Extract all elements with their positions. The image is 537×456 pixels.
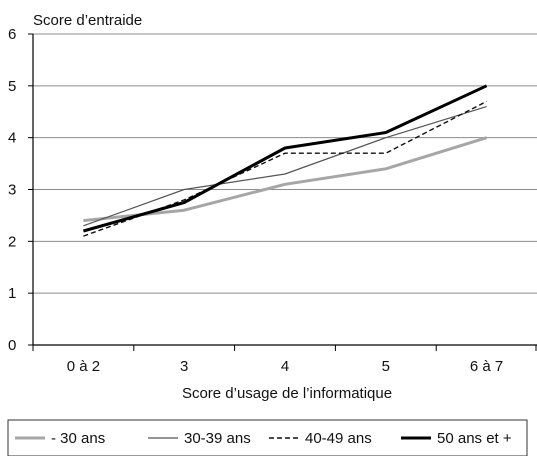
legend-label: 40-49 ans bbox=[305, 430, 372, 447]
x-axis-title: Score d’usage de l’informatique bbox=[182, 385, 392, 402]
y-tick-label: 3 bbox=[8, 182, 16, 199]
axes bbox=[32, 34, 537, 346]
legend: - 30 ans 30-39 ans 40-49 ans 50 ans et + bbox=[15, 430, 512, 447]
y-tick-label: 5 bbox=[8, 78, 16, 95]
series-line bbox=[83, 106, 487, 227]
x-tick-label: 4 bbox=[281, 358, 289, 375]
y-tick-label: 1 bbox=[8, 285, 16, 302]
legend-label: 30-39 ans bbox=[184, 430, 251, 447]
x-tick-label: 5 bbox=[382, 358, 390, 375]
series-line bbox=[83, 136, 488, 223]
x-tick-label: 6 à 7 bbox=[470, 358, 503, 375]
legend-label: 50 ans et + bbox=[437, 430, 512, 447]
gridlines bbox=[33, 33, 537, 294]
y-tick-label: 6 bbox=[8, 26, 16, 43]
y-axis-title: Score d’entraide bbox=[33, 12, 142, 29]
series-line bbox=[83, 100, 487, 237]
series-line bbox=[82, 84, 488, 233]
y-tick-label: 0 bbox=[8, 337, 16, 354]
legend-label: - 30 ans bbox=[51, 430, 105, 447]
x-axis-ticks: 0 à 2 3 4 5 6 à 7 bbox=[32, 345, 537, 375]
legend-box bbox=[7, 419, 528, 456]
x-tick-label: 0 à 2 bbox=[67, 358, 100, 375]
x-tick-label: 3 bbox=[180, 358, 188, 375]
series-lines bbox=[82, 84, 488, 237]
y-axis-ticks: 0 1 2 3 4 5 6 bbox=[8, 26, 33, 354]
y-tick-label: 2 bbox=[8, 233, 16, 250]
y-tick-label: 4 bbox=[8, 130, 16, 147]
